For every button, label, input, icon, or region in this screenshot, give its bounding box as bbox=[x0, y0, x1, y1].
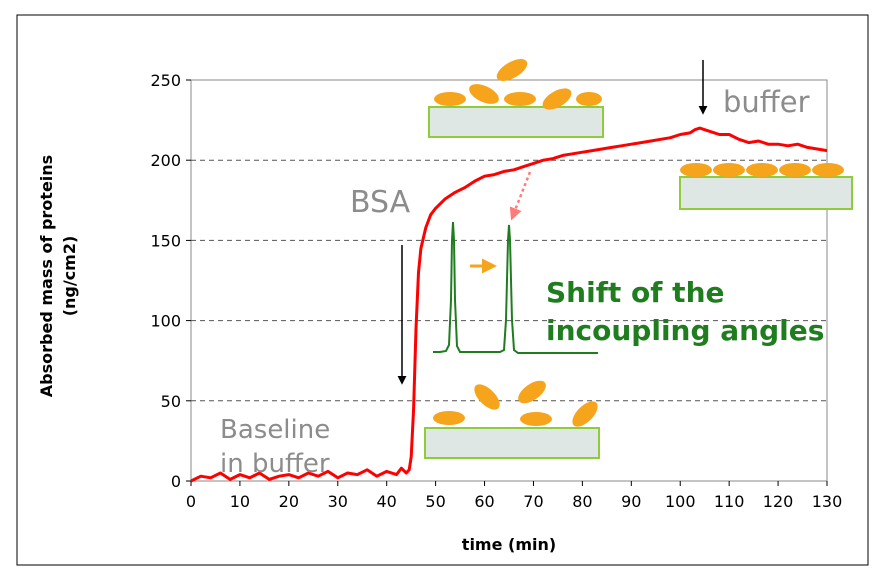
schematic-saturated bbox=[679, 163, 853, 210]
x-tick-label: 100 bbox=[665, 492, 696, 511]
protein-ellipse bbox=[812, 163, 844, 177]
baseline-label-line1: Baseline bbox=[220, 415, 330, 445]
protein-ellipse bbox=[520, 412, 552, 426]
x-tick-label: 120 bbox=[763, 492, 794, 511]
y-tick-label: 150 bbox=[150, 231, 181, 250]
protein-ellipse bbox=[680, 163, 712, 177]
x-tick-label: 20 bbox=[279, 492, 299, 511]
x-tick-label: 70 bbox=[523, 492, 543, 511]
baseline-label-line2: in buffer bbox=[220, 449, 330, 479]
substrate-right bbox=[679, 176, 853, 210]
protein-ellipse bbox=[496, 59, 528, 81]
protein-ellipse bbox=[572, 401, 598, 427]
y-tick-label: 100 bbox=[150, 312, 181, 331]
y-tick-label: 200 bbox=[150, 151, 181, 170]
protein-ellipse bbox=[746, 163, 778, 177]
substrate-bottom bbox=[424, 427, 600, 459]
y-tick-label: 250 bbox=[150, 71, 181, 90]
x-tick-label: 110 bbox=[714, 492, 745, 511]
series-line bbox=[190, 126, 828, 483]
bsa-label: BSA bbox=[350, 185, 411, 220]
y-axis-ticks: 0 50 100 150 200 250 bbox=[150, 71, 191, 491]
y-tick-label: 50 bbox=[161, 392, 181, 411]
x-tick-label: 90 bbox=[621, 492, 641, 511]
protein-ellipse bbox=[474, 384, 500, 410]
substrate-top bbox=[428, 106, 604, 138]
plot-area bbox=[190, 79, 828, 482]
protein-ellipse bbox=[518, 380, 546, 404]
x-axis-ticks: 0 10 20 30 40 50 60 70 80 90 100 110 120 130 bbox=[186, 481, 842, 511]
y-axis-title-line1: Absorbed mass of proteins bbox=[37, 155, 56, 397]
x-tick-label: 30 bbox=[328, 492, 348, 511]
x-tick-label: 0 bbox=[186, 492, 196, 511]
x-tick-label: 10 bbox=[230, 492, 250, 511]
protein-ellipse bbox=[576, 92, 602, 106]
x-tick-label: 50 bbox=[425, 492, 445, 511]
protein-ellipse bbox=[469, 84, 499, 104]
protein-ellipse bbox=[779, 163, 811, 177]
y-tick-label: 0 bbox=[171, 472, 181, 491]
x-axis-title: time (min) bbox=[462, 535, 556, 554]
resonance-curves bbox=[433, 171, 598, 354]
series-layer bbox=[190, 126, 828, 483]
schematic-adsorbing-top bbox=[428, 59, 604, 138]
x-tick-label: 40 bbox=[377, 492, 397, 511]
shift-label-line2: incoupling angles bbox=[546, 314, 824, 347]
protein-ellipse bbox=[434, 92, 466, 106]
protein-ellipse bbox=[504, 92, 536, 106]
buffer-label: buffer bbox=[723, 85, 810, 119]
y-axis-title-line2: (ng/cm2) bbox=[60, 236, 79, 317]
protein-ellipse bbox=[542, 88, 572, 110]
schematic-adsorbing-bottom bbox=[424, 380, 600, 459]
shift-label-line1: Shift of the bbox=[546, 276, 725, 309]
x-tick-label: 60 bbox=[474, 492, 494, 511]
protein-ellipse bbox=[713, 163, 745, 177]
protein-ellipse bbox=[433, 411, 465, 425]
resonance-curve bbox=[433, 221, 598, 354]
grid-lines bbox=[191, 159, 827, 402]
x-tick-label: 80 bbox=[572, 492, 592, 511]
link-arrow bbox=[509, 171, 532, 221]
x-tick-label: 130 bbox=[812, 492, 843, 511]
